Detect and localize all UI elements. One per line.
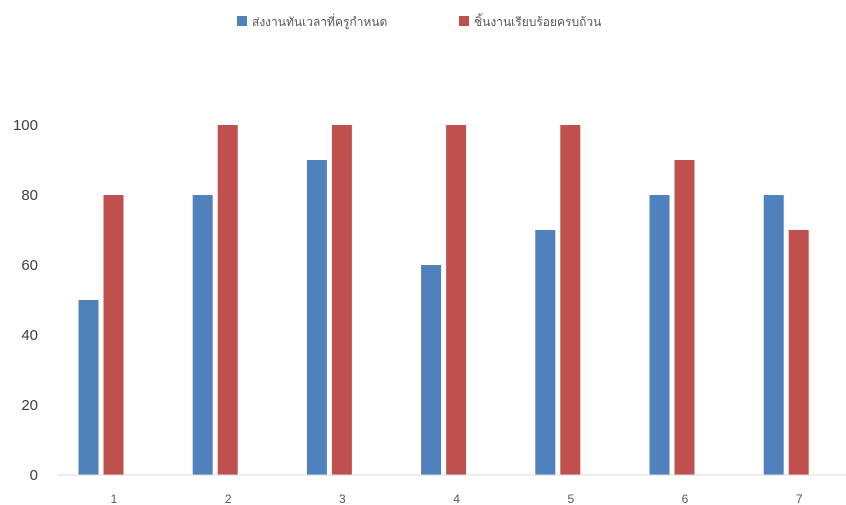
x-tick-label: 3 <box>339 492 346 505</box>
y-tick-label: 40 <box>21 327 38 344</box>
legend-label-series-1: ส่งงานทันเวลาที่ครูกำหนด <box>252 13 387 30</box>
y-tick-label: 0 <box>30 467 38 484</box>
x-tick-label: 1 <box>111 492 118 505</box>
x-tick-label: 4 <box>453 492 460 505</box>
bar-series-1-category-3 <box>306 160 327 475</box>
plot-area <box>78 125 809 475</box>
bar-series-2-category-5 <box>560 125 581 475</box>
legend-swatch-series-1 <box>237 16 247 26</box>
x-axis: 1 2 3 4 5 6 7 <box>111 492 803 505</box>
bar-series-2-category-4 <box>446 125 467 475</box>
legend-label-series-2: ชิ้นงานเรียบร้อยครบถ้วน <box>474 13 601 29</box>
bar-series-2-category-7 <box>788 230 809 475</box>
bar-series-2-category-6 <box>674 160 695 475</box>
x-tick-label: 2 <box>225 492 232 505</box>
bar-series-1-category-5 <box>535 230 556 475</box>
bar-series-2-category-2 <box>217 125 238 475</box>
x-tick-label: 7 <box>796 492 803 505</box>
y-tick-label: 20 <box>21 397 38 414</box>
legend-swatch-series-2 <box>459 16 469 26</box>
legend: ส่งงานทันเวลาที่ครูกำหนด ชิ้นงานเรียบร้อ… <box>237 13 601 30</box>
x-tick-label: 6 <box>682 492 689 505</box>
y-axis: 0 20 40 60 80 100 <box>13 117 38 484</box>
bar-series-2-category-1 <box>103 195 124 475</box>
x-tick-label: 5 <box>567 492 574 505</box>
bar-series-1-category-1 <box>78 300 99 475</box>
bar-series-1-category-7 <box>763 195 784 475</box>
bar-series-1-category-6 <box>649 195 670 475</box>
bar-series-1-category-4 <box>421 265 442 475</box>
bar-series-1-category-2 <box>192 195 213 475</box>
y-tick-label: 60 <box>21 257 38 274</box>
bar-series-2-category-3 <box>331 125 352 475</box>
y-tick-label: 100 <box>13 117 38 134</box>
y-tick-label: 80 <box>21 187 38 204</box>
